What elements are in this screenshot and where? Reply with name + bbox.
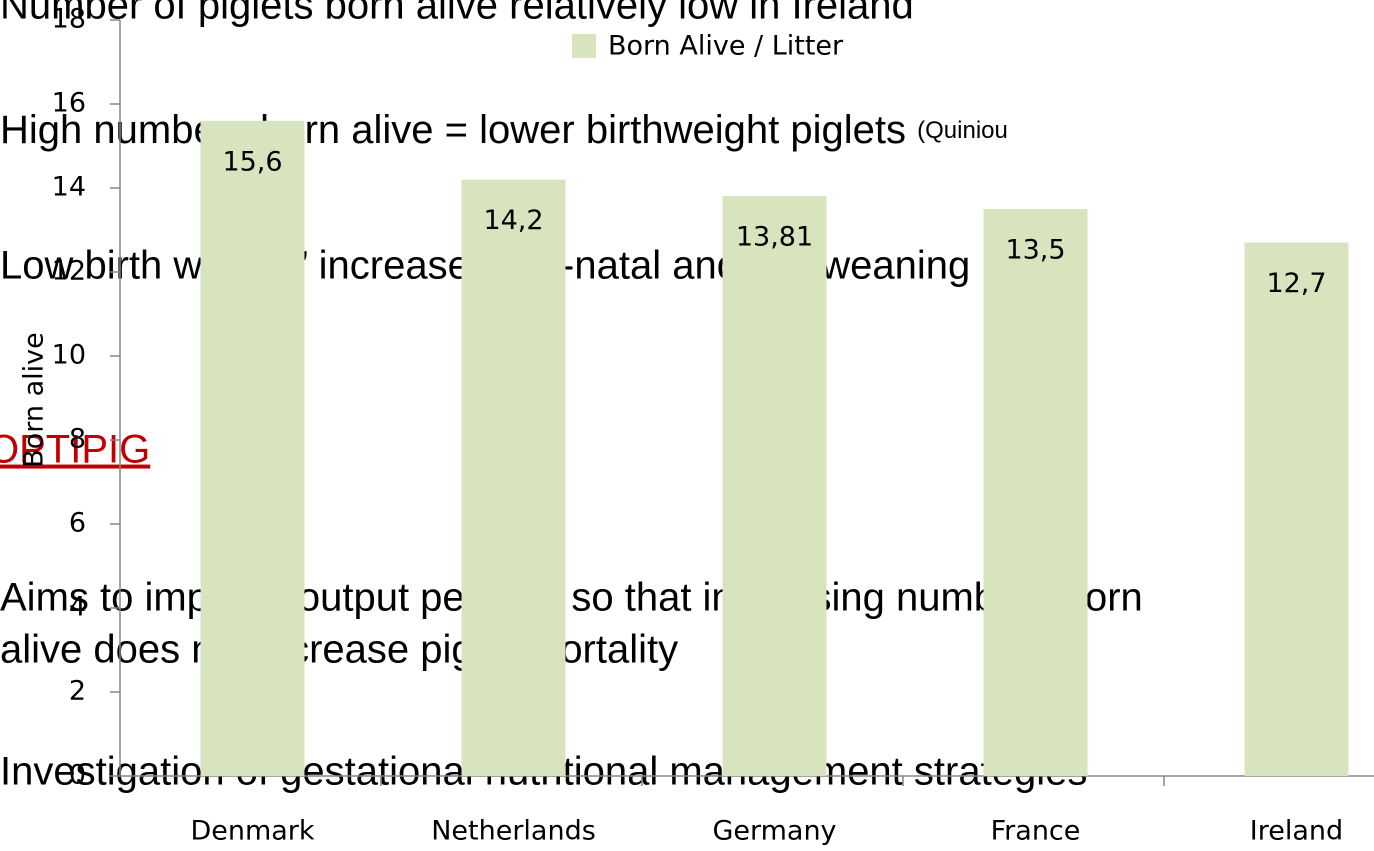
bullet: High numbers born alive = lower birthwei…: [0, 108, 1008, 152]
bar: [722, 195, 827, 777]
bar: [983, 209, 1088, 776]
y-tick-label: 6: [69, 508, 86, 539]
reference: (Quiniou: [917, 117, 1008, 144]
y-tick-label: 4: [69, 592, 86, 623]
y-axis-label: Born alive: [19, 332, 50, 468]
bullet-text: High numbers born alive = lower birthwei…: [0, 108, 906, 152]
bar: [461, 179, 566, 777]
y-tick-label: 18: [52, 4, 86, 35]
data-label: 12,7: [1266, 268, 1326, 299]
x-tick-label: France: [991, 816, 1081, 847]
bullet: Number of piglets born alive relatively …: [0, 0, 914, 28]
y-tick-label: 12: [52, 256, 86, 287]
data-label: 13,5: [1005, 235, 1065, 266]
data-label: 13,81: [736, 221, 813, 252]
data-label: 14,2: [483, 205, 543, 236]
heading: OPTIPIG: [0, 428, 150, 472]
y-tick-label: 0: [69, 760, 86, 791]
y-tick-label: 10: [52, 340, 86, 371]
y-tick-label: 16: [52, 88, 86, 119]
x-tick-label: Denmark: [190, 816, 314, 847]
y-tick-label: 14: [52, 172, 86, 203]
bar: [1244, 242, 1349, 777]
bullet: Aims to improve output per sow so that i…: [0, 576, 1143, 620]
bullet: alive does not increase piglet mortality: [0, 628, 678, 672]
x-tick-label: Germany: [712, 816, 836, 847]
y-tick-label: 8: [69, 424, 86, 455]
legend-label: Born Alive / Litter: [608, 31, 844, 62]
legend-swatch: [572, 34, 596, 58]
bar: [200, 120, 305, 777]
data-label: 15,6: [222, 146, 282, 177]
x-tick-label: Ireland: [1250, 816, 1343, 847]
slide-text: Number of piglets born alive relatively …: [0, 0, 1143, 794]
x-tick-label: Netherlands: [431, 816, 596, 847]
y-tick-label: 2: [69, 676, 86, 707]
